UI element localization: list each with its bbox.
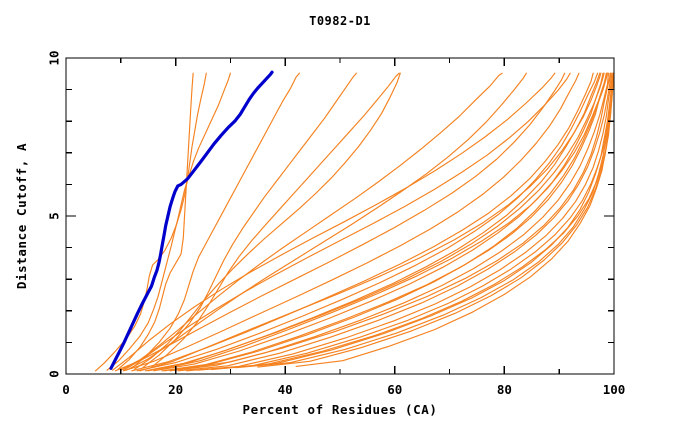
series-line [221,72,615,369]
axis-ticks-layer [65,57,615,375]
series-line [150,72,400,369]
axis-tick-labels-layer: 0 20 40 60 80 100 0 5 10 [47,50,626,397]
y-tick-label: 5 [47,212,62,220]
series-line [185,72,613,372]
series-line [131,72,594,372]
series-line [125,72,527,371]
series-line [112,72,556,371]
series-line [180,72,611,370]
y-axis-label: Distance Cutoff, A [14,143,29,289]
x-tick-label: 20 [168,382,183,397]
y-tick-label: 10 [47,50,62,65]
series-line [142,72,358,369]
series-line [136,72,599,372]
x-tick-label: 80 [497,382,512,397]
series-line [158,72,608,371]
x-tick-label: 60 [387,382,402,397]
series-line [106,72,231,371]
series-line [117,72,194,370]
series-line [295,72,615,367]
x-tick-label: 100 [603,382,626,397]
y-tick-label: 0 [47,370,62,378]
series-line [133,72,401,370]
series-line [122,72,571,371]
series-line [95,72,207,372]
series-line [177,72,612,372]
curves-layer [95,70,615,372]
series-line [147,72,605,372]
x-tick-label: 40 [278,382,293,397]
series-line [109,70,274,370]
series-line [161,72,607,372]
series-line [235,72,615,369]
series-line [120,72,503,371]
series-line [169,72,610,372]
series-line [164,72,608,372]
series-line [114,72,566,372]
series-line [210,72,615,371]
series-line [153,72,604,372]
series-line [122,72,580,372]
x-tick-label: 0 [62,382,70,397]
series-line [139,72,602,372]
series-line [257,72,615,368]
series-line [131,72,301,369]
page-title: T0982-D1 [309,14,371,28]
x-axis-label: Percent of Residues (CA) [242,402,437,417]
